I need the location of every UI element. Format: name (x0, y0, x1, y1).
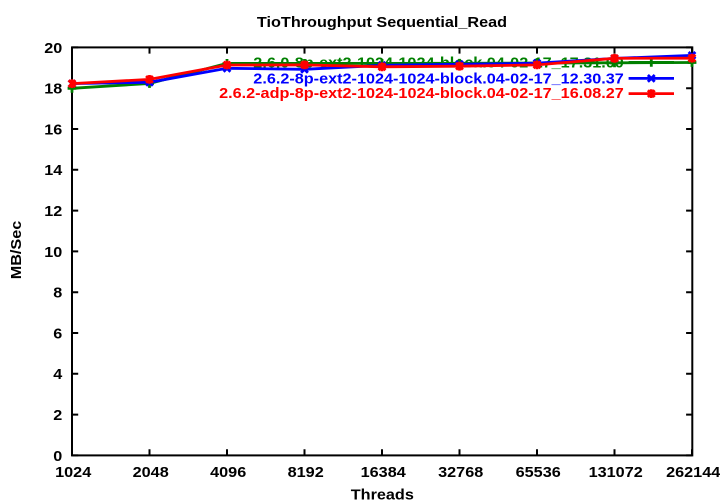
svg-text:65536: 65536 (516, 464, 561, 481)
svg-text:0: 0 (53, 448, 62, 465)
svg-text:TioThroughput Sequential_Read: TioThroughput Sequential_Read (257, 14, 507, 31)
svg-text:4096: 4096 (210, 464, 246, 481)
svg-text:20: 20 (44, 40, 62, 57)
svg-text:2048: 2048 (133, 464, 169, 481)
svg-text:MB/Sec: MB/Sec (8, 221, 25, 280)
svg-text:Threads: Threads (351, 486, 414, 503)
svg-text:131072: 131072 (589, 464, 643, 481)
svg-text:2.6.2-8p-ext2-1024-1024-block.: 2.6.2-8p-ext2-1024-1024-block.04-02-17_1… (253, 70, 624, 87)
svg-text:32768: 32768 (438, 464, 483, 481)
svg-text:14: 14 (44, 162, 63, 179)
svg-text:4: 4 (53, 366, 63, 383)
svg-text:1024: 1024 (55, 464, 92, 481)
svg-text:262144: 262144 (666, 464, 720, 481)
svg-text:2: 2 (53, 407, 62, 424)
svg-text:16: 16 (44, 121, 62, 138)
svg-text:18: 18 (44, 81, 62, 98)
svg-text:10: 10 (44, 244, 62, 261)
svg-text:12: 12 (44, 203, 62, 220)
svg-text:8192: 8192 (288, 464, 324, 481)
svg-text:6: 6 (53, 325, 62, 342)
svg-text:8: 8 (53, 285, 62, 302)
svg-text:2.6.2-adp-8p-ext2-1024-1024-bl: 2.6.2-adp-8p-ext2-1024-1024-block.04-02-… (219, 85, 624, 102)
svg-text:16384: 16384 (361, 464, 407, 481)
